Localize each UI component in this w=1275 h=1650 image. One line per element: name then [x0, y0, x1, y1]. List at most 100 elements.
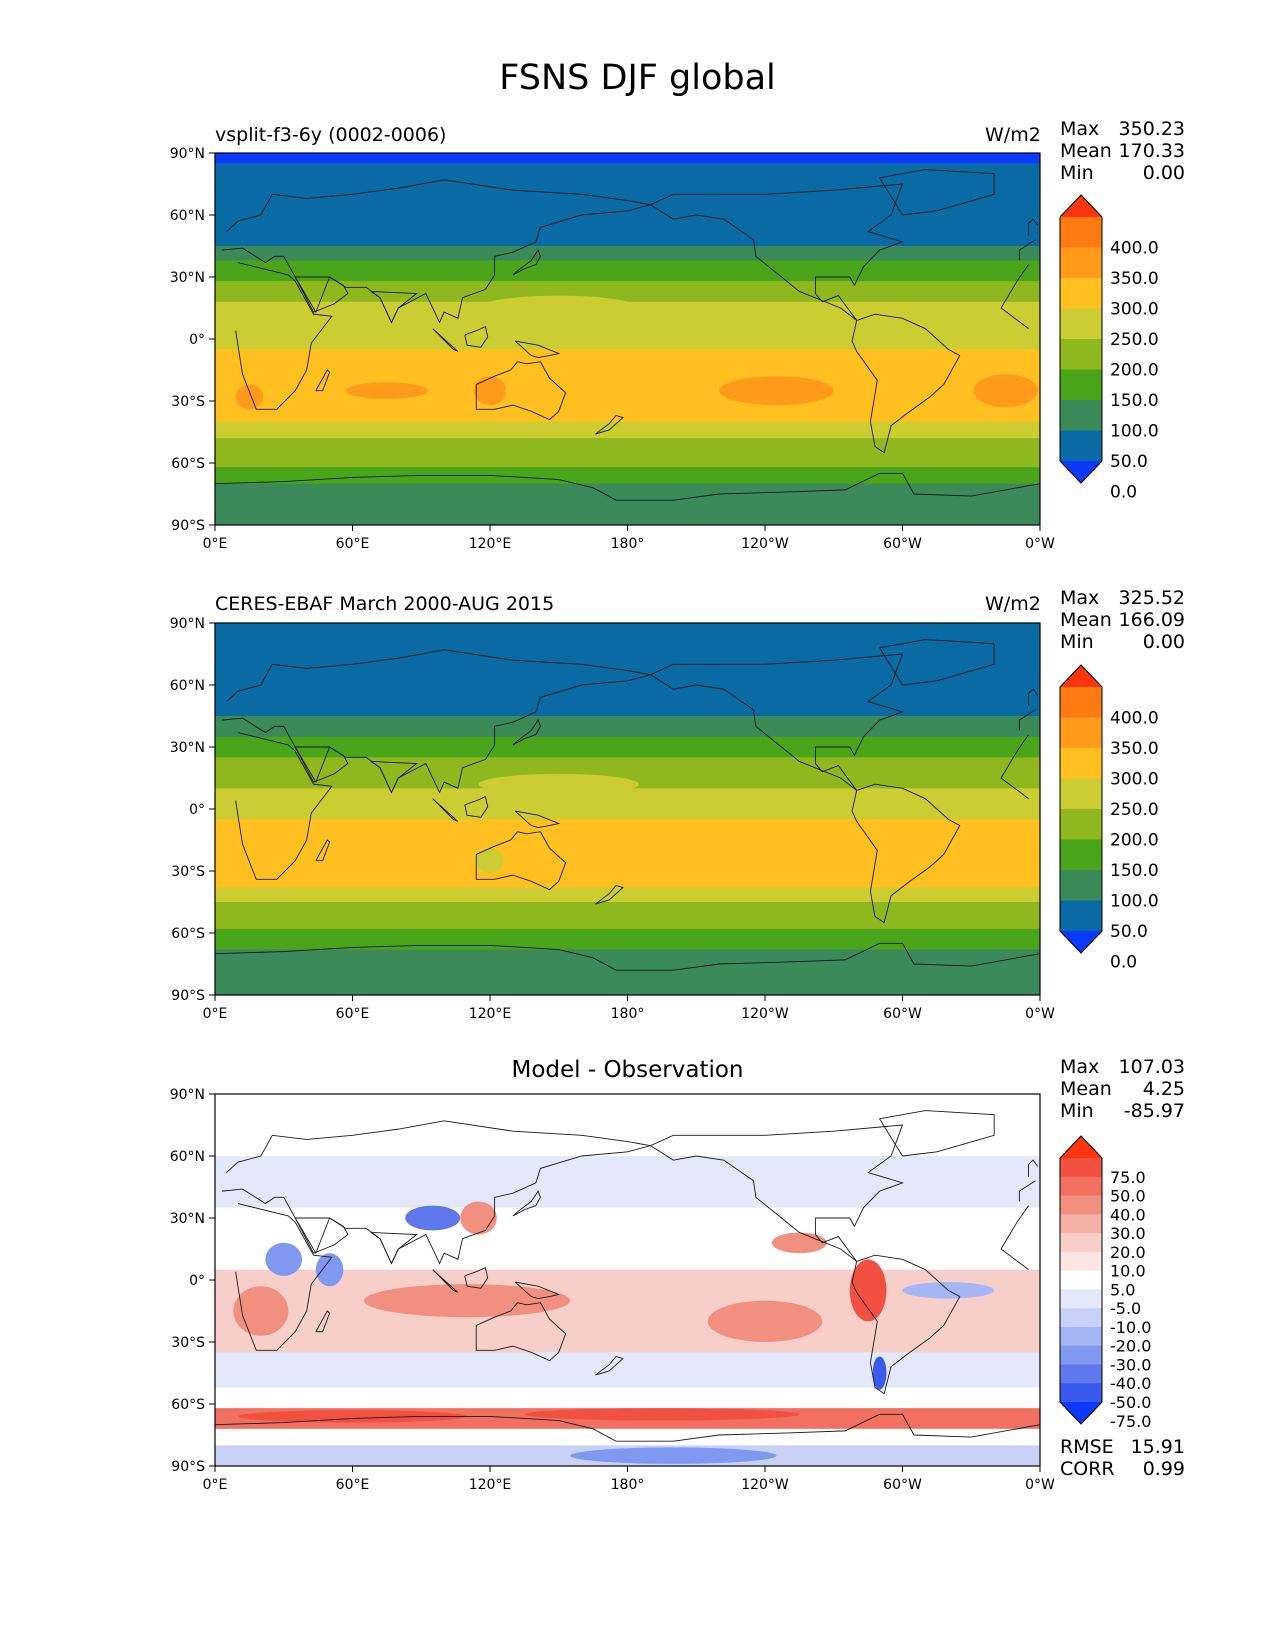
contour-patch [233, 1286, 289, 1336]
panel-model-left-title: vsplit-f3-6y (0002-0006) [215, 124, 447, 146]
stat-value: 15.91 [1130, 1436, 1185, 1458]
coastline-new-guinea [514, 340, 561, 359]
coastline-arabia [294, 276, 349, 313]
coastline-north-america [650, 1124, 904, 1262]
lat-tick-label: 90°S [171, 518, 205, 534]
contour-patch [235, 384, 264, 410]
lon-tick-label: 60°E [336, 1006, 370, 1022]
coastline-australia [475, 831, 567, 891]
colorbar-level [1060, 748, 1102, 779]
colorbar-level [1060, 1233, 1102, 1253]
colorbar-label: 200.0 [1110, 361, 1159, 381]
lon-tick-label: 60°E [336, 1477, 370, 1493]
stat-label: Max [1060, 118, 1100, 140]
colorbar-label: 400.0 [1110, 709, 1159, 729]
colorbar-label: 300.0 [1110, 300, 1159, 320]
panel-model-stats: Max 350.23 Mean 170.33 Min 0.00 [1060, 118, 1185, 184]
lon-tick-label: 120°E [469, 1477, 512, 1493]
lon-tick-label: 180° [611, 1006, 645, 1022]
colorbar-level [1060, 1270, 1102, 1290]
contour-band [215, 1094, 1040, 1157]
contour-band [215, 949, 1040, 995]
lat-tick-label: 30°S [171, 1335, 205, 1351]
contour-band [215, 1269, 1040, 1353]
coastline-new-zealand [595, 1355, 624, 1376]
colorbar-level [1060, 1308, 1102, 1328]
colorbar-label: 50.0 [1110, 452, 1148, 472]
contour-band [215, 349, 1040, 423]
coastline-africa [1000, 734, 1029, 779]
contour-patch [345, 382, 429, 399]
lat-tick-label: 0° [189, 1273, 205, 1289]
coastline-south-america [851, 313, 961, 454]
coastline-india [370, 291, 418, 324]
stat-label: Min [1060, 1100, 1094, 1122]
panel-obs-stats: Max 325.52 Mean 166.09 Min 0.00 [1060, 587, 1185, 653]
coastline-greenland [878, 169, 995, 216]
map-panel-2: 90°N 60°N 30°N 0° 30°S 60°S 90°S 0°E 60°E 120°E 18… [170, 1087, 1152, 1493]
lat-tick-label: 90°N [170, 1087, 205, 1103]
coastline-africa [235, 732, 333, 880]
coastline-sumatra [432, 1269, 459, 1293]
coastline-antarctica [215, 1413, 1040, 1442]
colorbar-level [1060, 1195, 1102, 1215]
lon-tick-label: 0°E [203, 1477, 228, 1493]
lat-tick-label: 60°S [171, 926, 205, 942]
coastline-sumatra [432, 328, 459, 352]
colorbar-label: 250.0 [1110, 800, 1159, 820]
colorbar-label: 0.0 [1110, 953, 1137, 973]
colorbar-level [1060, 1289, 1102, 1309]
colorbar-label: 100.0 [1110, 892, 1159, 912]
contour-band [215, 1352, 1040, 1388]
lat-tick-label: 60°N [170, 678, 205, 694]
coastline-south-america [851, 1254, 961, 1395]
stat-value: 166.09 [1118, 609, 1185, 631]
stat-label: Mean [1060, 140, 1112, 162]
lat-tick-label: 90°S [171, 1459, 205, 1475]
colorbar-level [1060, 1383, 1102, 1403]
colorbar-level [1060, 308, 1102, 340]
lon-tick-label: 180° [611, 536, 645, 552]
stat-value: 170.33 [1118, 140, 1185, 162]
panel-model-units: W/m2 [985, 124, 1041, 146]
coastline-south-america [851, 783, 961, 924]
contour-patch [570, 1447, 777, 1464]
colorbar-label: -10.0 [1110, 1318, 1151, 1337]
coastline-new-zealand [595, 884, 624, 905]
contour-band [215, 1387, 1040, 1409]
stat-value: 0.00 [1142, 631, 1185, 653]
coastline-north-america [650, 183, 904, 321]
lat-tick-label: 90°N [170, 616, 205, 632]
contour-patch [707, 1300, 823, 1343]
coastline-arabia [294, 746, 349, 783]
lat-tick-label: 60°S [171, 456, 205, 472]
contour-patch [473, 376, 507, 406]
contour-band [215, 438, 1040, 468]
colorbar-level [1060, 870, 1102, 901]
panel-diff-center-title: Model - Observation [511, 1057, 744, 1083]
contour-band [215, 1428, 1040, 1446]
colorbar-label: 200.0 [1110, 831, 1159, 851]
coastline-africa [1000, 307, 1029, 330]
colorbar-level [1060, 1251, 1102, 1272]
contour-patch [849, 1259, 887, 1322]
contour-patch [476, 848, 504, 874]
colorbar-label: -75.0 [1110, 1412, 1151, 1431]
colorbar-label: 400.0 [1110, 239, 1159, 259]
lon-tick-label: 60°E [336, 536, 370, 552]
colorbar-level [1060, 1326, 1102, 1347]
colorbar-label: 150.0 [1110, 861, 1159, 881]
coastline-uk [1028, 1159, 1039, 1177]
lat-tick-label: 60°S [171, 1397, 205, 1413]
map-panel-0: 90°N 60°N 30°N 0° 30°S 60°S 90°S 0°E 60°E 120°E 18… [170, 146, 1159, 552]
contour-band [215, 246, 1040, 261]
lon-tick-label: 60°W [883, 1006, 922, 1022]
coastline-africa [235, 262, 333, 410]
colorbar-extend-max [1060, 195, 1102, 217]
colorbar-label: 100.0 [1110, 422, 1159, 442]
colorbar-level [1060, 900, 1102, 932]
colorbar-level [1060, 809, 1102, 840]
coastline-north-america [650, 653, 904, 791]
lat-tick-label: 30°N [170, 740, 205, 756]
